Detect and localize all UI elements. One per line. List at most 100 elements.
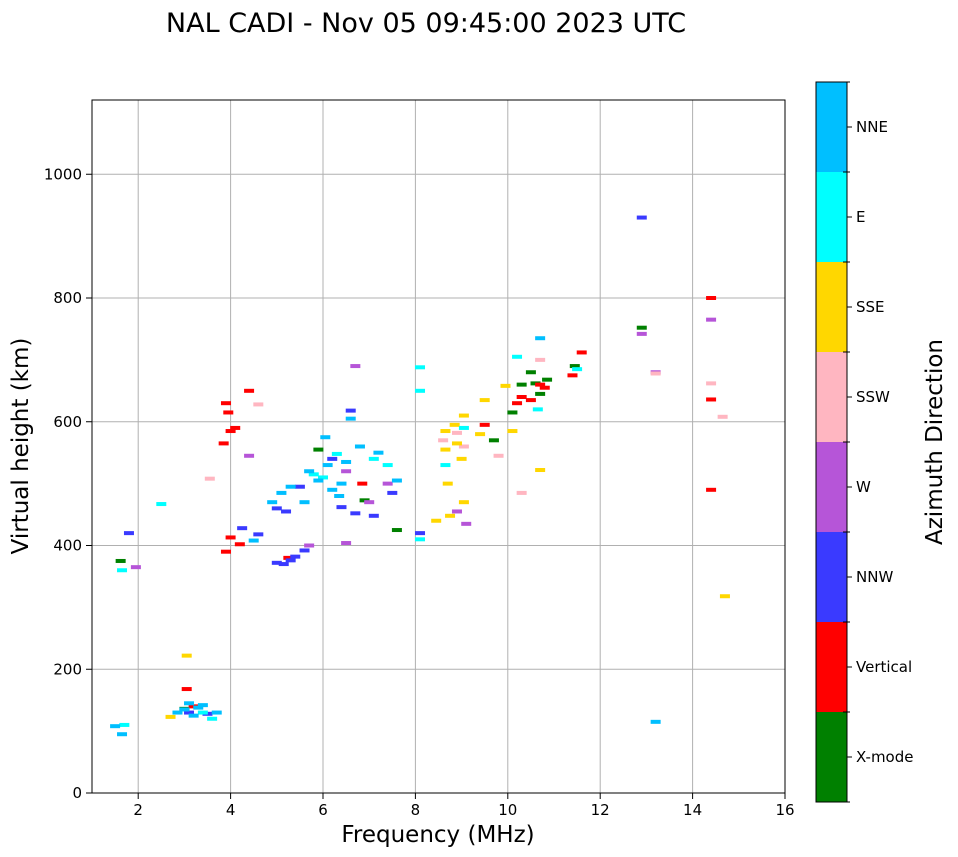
- echo-point-nnw: [336, 505, 347, 510]
- echo-point-vertical: [181, 687, 192, 692]
- x-tick-label: 14: [683, 801, 702, 819]
- y-tick-label: 400: [53, 537, 82, 555]
- x-axis-label: Frequency (MHz): [341, 822, 534, 848]
- echo-point-e: [308, 472, 319, 477]
- echo-point-nnw: [285, 558, 296, 563]
- echo-point-w: [364, 500, 375, 505]
- echo-point-e: [117, 568, 128, 573]
- echo-point-ssw: [438, 438, 449, 443]
- echo-point-nnw: [184, 710, 195, 715]
- echo-point-e: [532, 407, 543, 412]
- y-tick-label: 1000: [44, 165, 82, 183]
- echo-point-e: [119, 722, 130, 727]
- colorbar-segment: [816, 442, 847, 532]
- echo-point-nne: [322, 463, 333, 468]
- echo-point-sse: [500, 383, 511, 388]
- echo-point-sse: [458, 500, 469, 505]
- echo-point-e: [318, 475, 328, 480]
- echo-point-e: [512, 354, 523, 359]
- x-tick-label: 12: [591, 801, 610, 819]
- echo-point-nne: [248, 538, 259, 543]
- echo-point-ssw: [451, 430, 462, 435]
- echo-point-nne: [345, 416, 356, 421]
- echo-point-x-mode: [525, 370, 536, 375]
- echo-point-sse: [440, 429, 451, 434]
- echo-point-nne: [211, 710, 222, 715]
- y-axis-label: Virtual height (km): [8, 338, 34, 555]
- echo-point-nne: [391, 478, 402, 483]
- echo-point-ssw: [516, 490, 527, 495]
- echo-point-nnw: [299, 548, 310, 553]
- echo-point-vertical: [283, 555, 294, 560]
- colorbar-tick-label: SSE: [856, 298, 885, 316]
- colorbar-frame: [815, 81, 848, 803]
- x-tick-label: 8: [411, 801, 421, 819]
- echo-point-nne: [327, 487, 338, 492]
- echo-point-nne: [285, 484, 296, 489]
- echo-point-ssw: [493, 453, 504, 458]
- echo-point-nne: [535, 336, 546, 341]
- colorbar-segment: [816, 82, 847, 172]
- echo-point-sse: [449, 422, 460, 427]
- echo-point-vertical: [244, 388, 255, 393]
- echo-point-nne: [197, 703, 208, 708]
- x-tick-label: 6: [318, 801, 328, 819]
- echo-point-e: [331, 451, 342, 456]
- echo-point-vertical: [230, 425, 241, 430]
- echo-point-sse: [442, 481, 453, 486]
- x-tick-label: 4: [226, 801, 236, 819]
- echo-point-ssw: [253, 402, 264, 407]
- echo-point-nne: [304, 469, 315, 474]
- echo-point-nnw: [123, 531, 134, 536]
- echo-point-x-mode: [488, 438, 499, 443]
- echo-point-nne: [110, 724, 121, 729]
- echo-point-nnw: [368, 513, 379, 518]
- echo-point-nnw: [294, 484, 305, 489]
- echo-point-vertical: [525, 398, 536, 403]
- echo-point-nne: [184, 701, 195, 706]
- echo-point-vertical: [223, 410, 234, 415]
- y-tick-label: 600: [53, 413, 82, 431]
- echo-point-sse: [445, 513, 456, 518]
- echo-point-ssw: [535, 357, 546, 362]
- x-tick-label: 10: [498, 801, 517, 819]
- echo-point-vertical: [539, 385, 550, 390]
- echo-point-nne: [373, 450, 384, 455]
- y-tick-label: 200: [53, 660, 82, 678]
- colorbar-label: Azimuth Direction: [922, 339, 948, 545]
- y-axis: 0 200 400 600 800 1000: [44, 165, 92, 802]
- echo-point-w: [341, 469, 352, 474]
- colorbar-segment: [816, 172, 847, 262]
- echo-points: [110, 215, 730, 737]
- echo-point-sse: [165, 714, 176, 719]
- x-axis: 2 4 6 8 10 12 14 16: [133, 793, 795, 819]
- echo-point-nne: [117, 732, 128, 737]
- echo-point-nne: [354, 444, 365, 449]
- echo-point-sse: [181, 653, 192, 658]
- colorbar-tick-label: Vertical: [856, 658, 912, 676]
- y-tick-label: 0: [72, 784, 82, 802]
- echo-point-w: [382, 481, 393, 486]
- echo-point-w: [350, 364, 361, 369]
- echo-point-nne: [334, 494, 345, 498]
- echo-point-sse: [719, 594, 730, 599]
- echo-point-sse: [479, 398, 490, 403]
- echo-point-e: [572, 367, 583, 372]
- echo-point-vertical: [218, 441, 229, 446]
- echo-point-x-mode: [569, 364, 580, 369]
- echo-point-ssw: [204, 476, 215, 481]
- echo-point-ssw: [650, 371, 661, 376]
- echo-point-w: [636, 331, 647, 336]
- echo-point-x-mode: [542, 377, 553, 382]
- echo-point-e: [415, 365, 426, 370]
- echo-point-nnw: [253, 532, 264, 537]
- chart-title: NAL CADI - Nov 05 09:45:00 2023 UTC: [166, 8, 686, 39]
- echo-point-nnw: [290, 554, 301, 559]
- colorbar-tick-label: E: [856, 208, 865, 226]
- echo-point-sse: [431, 518, 442, 523]
- echo-point-e: [197, 710, 208, 715]
- echo-point-vertical: [225, 535, 236, 540]
- echo-point-nnw: [327, 456, 338, 461]
- echo-point-sse: [475, 432, 486, 437]
